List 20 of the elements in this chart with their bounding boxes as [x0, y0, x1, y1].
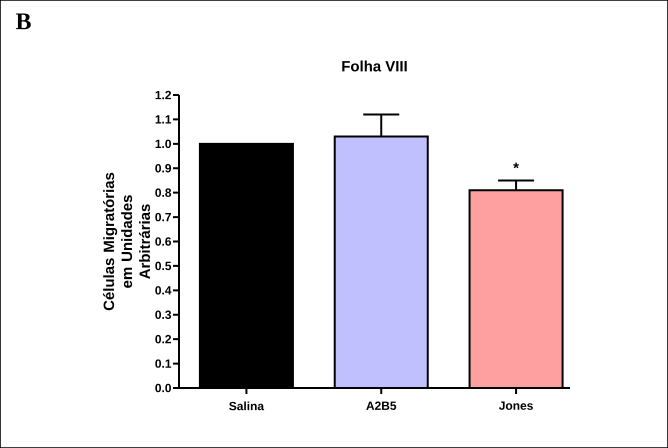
- y-tick-label: 0.0: [155, 384, 171, 392]
- y-tick-label: 0.5: [155, 262, 172, 270]
- y-tick-label: 0.3: [155, 310, 172, 319]
- y-tick-label: 1.0: [156, 140, 171, 148]
- annotation: *: [513, 162, 519, 168]
- y-tick-label: 0.9: [155, 164, 172, 172]
- y-axis-title: Células Migratórias em Unidades Arbitrárias: [103, 172, 150, 310]
- text: B: [16, 14, 31, 30]
- y-tick-label: 1.2: [156, 90, 172, 100]
- y-tick-label: 1.1: [156, 115, 172, 124]
- y-tick-label: 0.7: [155, 212, 171, 222]
- y-tick-label: 0.8: [155, 188, 172, 197]
- y-tick-label: 0.4: [155, 286, 172, 295]
- y-tick-label: 0.6: [155, 237, 172, 246]
- x-tick-label: Salina: [229, 402, 264, 410]
- x-tick-label: Jones: [498, 402, 533, 410]
- y-tick-label: 0.1: [155, 359, 172, 368]
- x-tick-label: A2B5: [366, 402, 396, 410]
- y-tick-label: 0.2: [155, 334, 172, 344]
- chart-title: Folha VIII: [342, 60, 407, 72]
